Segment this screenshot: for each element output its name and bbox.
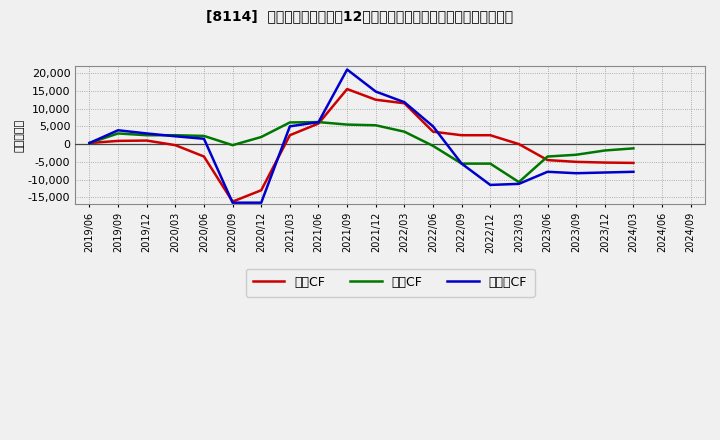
フリーCF <box>286 124 294 129</box>
投資CF <box>314 119 323 125</box>
営業CF <box>257 187 266 193</box>
営業CF <box>343 86 351 92</box>
フリーCF <box>515 181 523 187</box>
投資CF <box>372 123 380 128</box>
投資CF <box>572 152 580 158</box>
フリーCF <box>114 128 122 133</box>
営業CF <box>600 160 609 165</box>
フリーCF <box>600 170 609 175</box>
フリーCF <box>228 200 237 205</box>
営業CF <box>572 159 580 165</box>
営業CF <box>400 101 409 106</box>
営業CF <box>486 132 495 138</box>
Legend: 営業CF, 投資CF, フリーCF: 営業CF, 投資CF, フリーCF <box>246 269 534 297</box>
投資CF <box>400 129 409 134</box>
投資CF <box>257 134 266 139</box>
投資CF <box>428 143 437 149</box>
営業CF <box>228 199 237 204</box>
フリーCF <box>486 182 495 187</box>
投資CF <box>343 122 351 127</box>
フリーCF <box>543 169 552 174</box>
投資CF <box>629 146 638 151</box>
営業CF <box>171 143 180 148</box>
Text: [8114]  キャッシュフローの12か月移動合計の対前年同期増減額の推移: [8114] キャッシュフローの12か月移動合計の対前年同期増減額の推移 <box>207 9 513 23</box>
Line: フリーCF: フリーCF <box>89 70 634 203</box>
投資CF <box>515 180 523 185</box>
投資CF <box>486 161 495 166</box>
営業CF <box>543 158 552 163</box>
投資CF <box>171 132 180 138</box>
営業CF <box>143 138 151 143</box>
フリーCF <box>85 140 94 146</box>
営業CF <box>85 140 94 146</box>
Y-axis label: （百万円）: （百万円） <box>15 119 25 152</box>
投資CF <box>199 133 208 139</box>
フリーCF <box>400 99 409 105</box>
営業CF <box>428 129 437 134</box>
フリーCF <box>343 67 351 72</box>
フリーCF <box>572 171 580 176</box>
フリーCF <box>314 119 323 125</box>
営業CF <box>314 121 323 126</box>
投資CF <box>286 120 294 125</box>
フリーCF <box>257 200 266 205</box>
フリーCF <box>171 134 180 139</box>
Line: 投資CF: 投資CF <box>89 122 634 182</box>
投資CF <box>114 131 122 136</box>
投資CF <box>228 143 237 148</box>
投資CF <box>143 132 151 138</box>
投資CF <box>600 148 609 153</box>
フリーCF <box>629 169 638 174</box>
営業CF <box>629 160 638 165</box>
フリーCF <box>457 161 466 166</box>
営業CF <box>457 132 466 138</box>
フリーCF <box>199 136 208 141</box>
Line: 営業CF: 営業CF <box>89 89 634 202</box>
営業CF <box>515 142 523 147</box>
フリーCF <box>428 124 437 129</box>
フリーCF <box>372 89 380 94</box>
投資CF <box>543 154 552 159</box>
営業CF <box>114 138 122 143</box>
営業CF <box>199 154 208 159</box>
投資CF <box>457 161 466 166</box>
フリーCF <box>143 131 151 136</box>
営業CF <box>372 97 380 103</box>
営業CF <box>286 132 294 138</box>
投資CF <box>85 140 94 146</box>
